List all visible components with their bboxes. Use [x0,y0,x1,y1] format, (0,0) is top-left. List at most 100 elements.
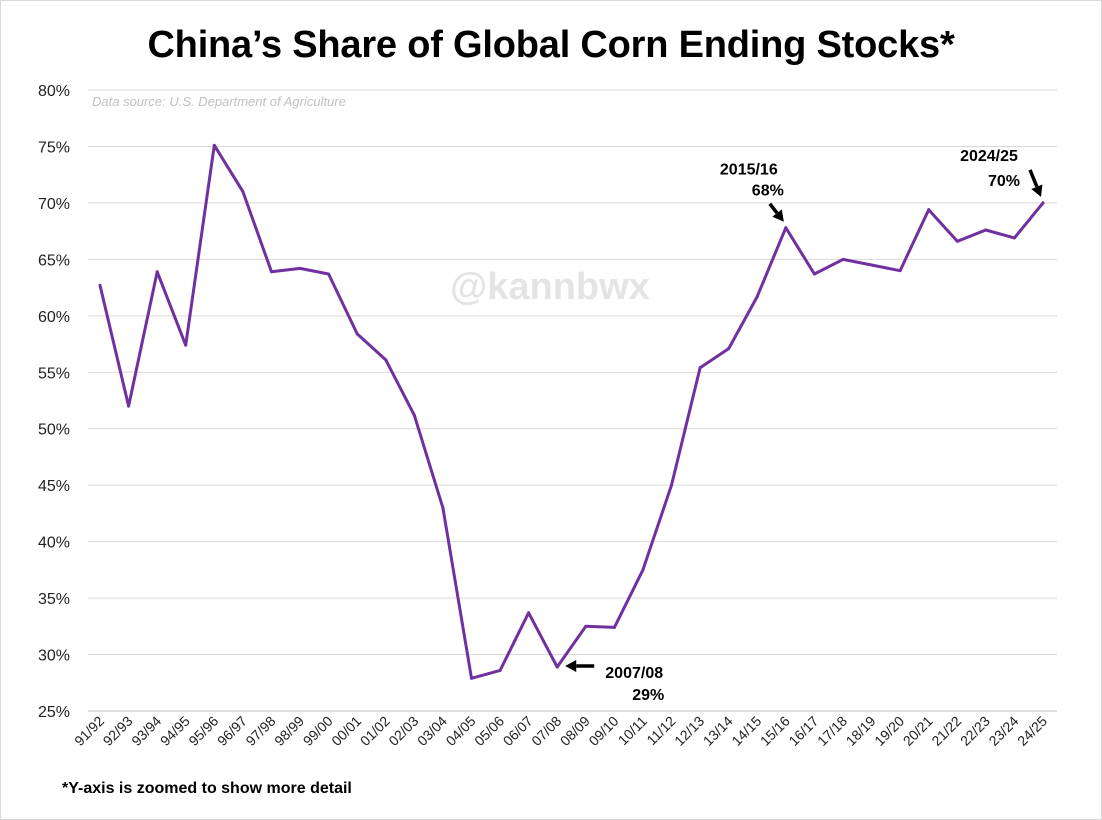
y-tick-label: 50% [38,422,70,439]
data-point [698,366,702,370]
data-point [670,483,674,487]
data-point [641,568,645,572]
x-tick-label: 21/22 [928,713,964,749]
data-point [727,347,731,351]
data-point [155,270,159,274]
x-tick-label: 20/21 [900,713,936,749]
data-point [812,272,816,276]
annotation-label: 29% [632,687,664,704]
y-tick-label: 30% [38,648,70,665]
data-point [927,208,931,212]
data-point [355,332,359,336]
x-tick-label: 02/03 [385,713,421,749]
data-point [898,269,902,273]
y-tick-label: 80% [38,83,70,100]
x-tick-label: 22/23 [957,713,993,749]
data-point [441,506,445,510]
annotations: 2015/16 68% 2024/25 70% 2007/08 29% [565,148,1043,704]
series-group [98,143,1045,680]
x-tick-label: 07/08 [528,713,564,749]
y-tick-label: 65% [38,252,70,269]
y-tick-label: 45% [38,478,70,495]
x-tick-label: 97/98 [242,713,278,749]
annotation-label: 2024/25 [960,148,1018,165]
data-point [184,343,188,347]
data-point [469,676,473,680]
x-tick-label: 03/04 [414,713,450,749]
x-tick-label: 16/17 [785,713,821,749]
data-point [784,226,788,230]
x-tick-label: 18/19 [843,713,879,749]
data-point [212,143,216,147]
data-point [555,665,559,669]
annotation-arrow [1028,169,1039,188]
annotation-arrowhead [565,659,577,672]
gridlines [88,89,1057,712]
y-tick-label: 25% [38,704,70,721]
x-tick-label: 00/01 [328,713,364,749]
data-point [984,228,988,232]
data-point [870,263,874,267]
data-point [241,190,245,194]
data-point [755,295,759,299]
x-tick-label: 98/99 [271,713,307,749]
x-tick-label: 13/14 [700,713,736,749]
x-tick-label: 17/18 [814,713,850,749]
source-note: Data source: U.S. Department of Agricult… [92,94,346,109]
data-point [1012,236,1016,240]
chart-title: China’s Share of Global Corn Ending Stoc… [147,24,955,66]
x-tick-label: 93/94 [128,713,164,749]
data-point [498,668,502,672]
data-point [327,272,331,276]
annotation-arrowhead [772,209,784,222]
x-tick-label: 10/11 [615,713,651,749]
annotation-label: 70% [988,173,1020,190]
x-tick-label: 24/25 [1014,713,1050,749]
data-point [1041,201,1045,205]
x-tick-label: 06/07 [500,713,536,749]
y-tick-label: 60% [38,309,70,326]
data-point [841,257,845,261]
footnote: *Y-axis is zoomed to show more detail [62,780,352,797]
y-tick-label: 75% [38,139,70,156]
y-tick-label: 70% [38,196,70,213]
data-point [527,611,531,615]
x-axis-ticks: 91/9292/9393/9494/9595/9696/9797/9898/99… [71,713,1050,749]
annotation-label: 2007/08 [605,665,663,682]
y-tick-label: 55% [38,365,70,382]
annotation-arrow [768,202,779,215]
x-tick-label: 95/96 [185,713,221,749]
data-point [98,283,102,287]
x-tick-label: 05/06 [471,713,507,749]
data-point [127,404,131,408]
data-point [612,625,616,629]
data-point [955,239,959,243]
x-tick-label: 11/12 [643,713,679,749]
data-point [298,266,302,270]
x-tick-label: 92/93 [100,713,136,749]
x-tick-label: 99/00 [300,713,336,749]
y-tick-label: 40% [38,535,70,552]
annotation-arrowhead [1031,184,1043,197]
x-tick-label: 96/97 [214,713,250,749]
x-tick-label: 23/24 [985,713,1021,749]
x-tick-label: 91/92 [71,713,107,749]
y-axis-ticks: 25% 30% 35% 40% 45% 50% 55% 60% 65% 70% 75% 80% [38,83,70,721]
x-tick-label: 04/05 [443,713,479,749]
x-tick-label: 19/20 [871,713,907,749]
x-tick-label: 94/95 [157,713,193,749]
x-tick-label: 08/09 [557,713,593,749]
x-tick-label: 01/02 [357,713,393,749]
annotation-label: 68% [752,183,784,200]
data-point [384,358,388,362]
series-line [98,143,1045,680]
data-point [269,270,273,274]
data-point [412,413,416,417]
y-tick-label: 35% [38,591,70,608]
x-tick-label: 14/15 [728,713,764,749]
watermark: @kannbwx [450,266,650,308]
annotation-label: 2015/16 [720,162,778,179]
x-tick-label: 12/13 [671,713,707,749]
x-tick-label: 09/10 [585,713,621,749]
